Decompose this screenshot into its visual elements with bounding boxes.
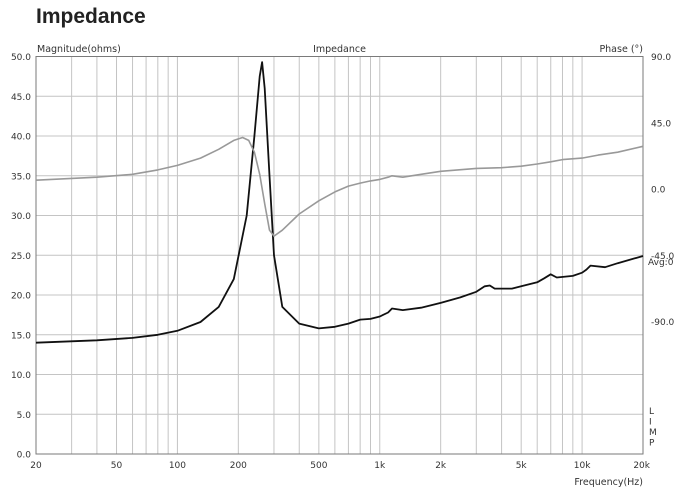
y-tick-label: 30.0 — [11, 212, 31, 222]
y2-axis-label: Phase (°) — [599, 44, 643, 55]
x-tick-label: 2k — [435, 461, 447, 471]
x-tick-label: 50 — [111, 461, 123, 471]
plot-frame — [35, 56, 644, 455]
x-tick-label: 500 — [310, 461, 327, 471]
y-ticks: 0.0 5.0 10.0 15.0 20.0 25.0 30.0 35.0 40.0 45.0 50… — [11, 53, 31, 461]
y-tick-label: 10.0 — [11, 371, 31, 381]
limp-letter: M — [649, 428, 657, 438]
series-group — [35, 61, 644, 344]
x-tick-label: 20k — [633, 461, 650, 471]
page-title: Impedance — [36, 5, 146, 28]
x-tick-label: 20 — [30, 461, 42, 471]
y2-ticks: 90.0 45.0 0.0 -45.0 -90.0 — [651, 53, 675, 328]
avg-annotation: Avg:0 — [648, 258, 674, 268]
magnitude-series-line — [35, 61, 644, 344]
x-tick-label: 200 — [230, 461, 247, 471]
y-tick-label: 20.0 — [11, 292, 31, 302]
limp-letter: L — [649, 407, 654, 417]
y2-tick-label: 0.0 — [651, 186, 666, 196]
chart-title: Impedance — [313, 44, 366, 55]
x-tick-label: 1k — [374, 461, 386, 471]
x-axis-label: Frequency(Hz) — [574, 477, 643, 488]
y-tick-label: 25.0 — [11, 252, 31, 262]
x-tick-label: 5k — [516, 461, 528, 471]
y2-tick-label: -45.0 — [651, 252, 675, 262]
x-tick-label: 10k — [574, 461, 591, 471]
x-tick-label: 100 — [169, 461, 186, 471]
limp-letter: I — [649, 418, 652, 428]
y-tick-label: 0.0 — [17, 451, 32, 461]
y-tick-label: 50.0 — [11, 53, 31, 63]
y-tick-label: 45.0 — [11, 93, 31, 103]
limp-letter: P — [649, 439, 655, 449]
y2-tick-label: -90.0 — [651, 318, 675, 328]
grid — [36, 56, 643, 454]
y-tick-label: 5.0 — [17, 411, 32, 421]
y2-tick-label: 90.0 — [651, 53, 671, 63]
y2-tick-label: 45.0 — [651, 119, 671, 129]
y-tick-label: 35.0 — [11, 172, 31, 182]
y-tick-label: 15.0 — [11, 331, 31, 341]
x-ticks: 20 50 100 200 500 1k 2k 5k 10k 20k — [30, 461, 651, 471]
phase-series-line — [35, 136, 644, 237]
y-axis-label: Magnitude(ohms) — [37, 44, 121, 55]
y-tick-label: 40.0 — [11, 133, 31, 143]
